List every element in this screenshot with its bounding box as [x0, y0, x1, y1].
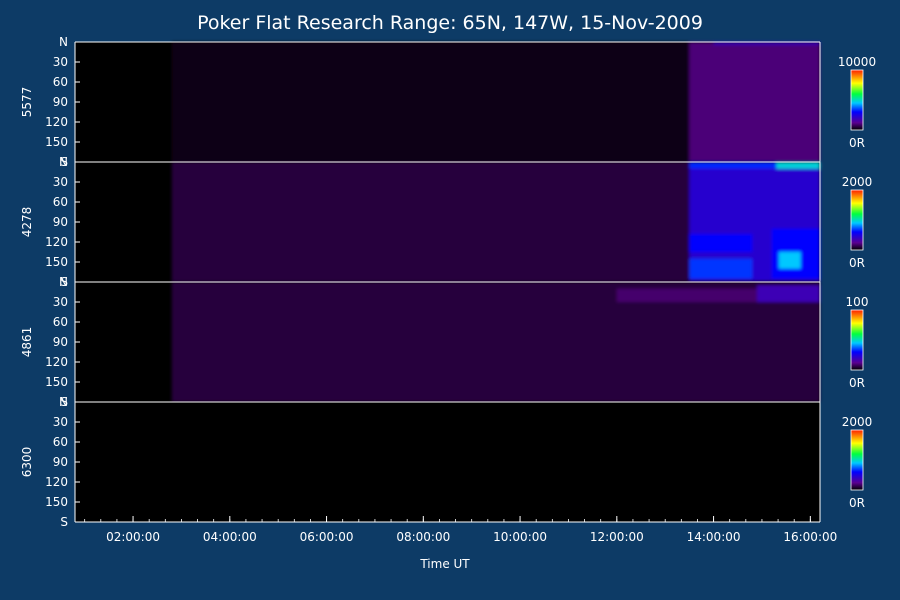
x-tick-label: 10:00:00 [493, 530, 547, 544]
colorbar-gradient [850, 429, 864, 491]
panel-label: 4278 [20, 207, 34, 238]
colorbar-gradient [850, 309, 864, 371]
x-tick-label: 02:00:00 [106, 530, 160, 544]
colorbar-max-label: 100 [846, 295, 869, 309]
y-tick-label: 150 [45, 375, 68, 389]
y-tick-label: 90 [53, 455, 68, 469]
x-tick-label: 14:00:00 [687, 530, 741, 544]
panel-6300: N 30 60 90 120 150 S 6300 2000 0R [20, 395, 872, 529]
intensity-region [171, 162, 690, 282]
intensity-region [689, 42, 820, 162]
colorbar-6300: 2000 0R [842, 415, 873, 510]
intensity-region [757, 285, 820, 302]
y-tick-label: 60 [53, 315, 68, 329]
y-tick-label: 30 [53, 175, 68, 189]
colorbar-min-label: 0R [849, 136, 865, 150]
y-tick-label: 150 [45, 255, 68, 269]
y-tick-label: 30 [53, 55, 68, 69]
y-tick-label: 90 [53, 95, 68, 109]
y-tick-label: N [59, 35, 68, 49]
panel-label: 6300 [20, 447, 34, 478]
y-tick-label: 120 [45, 475, 68, 489]
y-tick-label: S [60, 275, 68, 289]
y-tick-label: S [60, 395, 68, 409]
panel-4278: N 30 60 90 120 150 S 4278 2000 0R [20, 155, 872, 289]
intensity-region [689, 162, 777, 169]
colorbar-max-label: 2000 [842, 415, 873, 429]
colorbar-gradient [850, 189, 864, 251]
panel-label: 5577 [20, 87, 34, 118]
y-tick-label: N [59, 275, 68, 289]
chart-title: Poker Flat Research Range: 65N, 147W, 15… [197, 12, 703, 34]
panel-label: 4861 [20, 327, 34, 358]
colorbar-4861: 100 0R [846, 295, 869, 390]
y-tick-label: S [60, 155, 68, 169]
intensity-region [778, 252, 801, 269]
x-axis: 02:00:00 04:00:00 06:00:00 08:00:00 10:00:00… [84, 516, 837, 544]
x-axis-label: Time UT [419, 557, 470, 571]
x-tick-label: 04:00:00 [203, 530, 257, 544]
y-tick-label: 120 [45, 115, 68, 129]
colorbar-min-label: 0R [849, 496, 865, 510]
x-tick-label: 16:00:00 [783, 530, 837, 544]
colorbar-min-label: 0R [849, 376, 865, 390]
y-tick-label: S [60, 515, 68, 529]
colorbar-min-label: 0R [849, 256, 865, 270]
intensity-region [713, 42, 820, 45]
x-tick-label: 06:00:00 [300, 530, 354, 544]
colorbar-gradient [850, 69, 864, 131]
intensity-region [171, 42, 690, 162]
colorbar-max-label: 2000 [842, 175, 873, 189]
y-tick-label: 30 [53, 415, 68, 429]
y-tick-label: 60 [53, 75, 68, 89]
y-tick-label: N [59, 395, 68, 409]
intensity-region [689, 258, 753, 279]
y-tick-label: 150 [45, 495, 68, 509]
colorbar-4278: 2000 0R [842, 175, 873, 270]
x-tick-label: 08:00:00 [396, 530, 450, 544]
y-tick-label: 60 [53, 195, 68, 209]
y-tick-label: 150 [45, 135, 68, 149]
y-tick-label: 90 [53, 215, 68, 229]
x-tick-label: 12:00:00 [590, 530, 644, 544]
intensity-region [689, 234, 753, 252]
y-tick-label: 120 [45, 235, 68, 249]
intensity-region [776, 162, 820, 169]
y-tick-label: 60 [53, 435, 68, 449]
panel-background [75, 402, 820, 522]
panel-5577: N 30 60 90 120 150 S 5577 10000 0R [20, 35, 876, 169]
y-tick-label: N [59, 155, 68, 169]
panels: N 30 60 90 120 150 S 5577 10000 0R N 30 60 90 120 150 S 4… [20, 35, 876, 529]
y-tick-label: 120 [45, 355, 68, 369]
y-tick-label: 90 [53, 335, 68, 349]
panel-4861: N 30 60 90 120 150 S 4861 100 0R [20, 275, 868, 409]
colorbar-max-label: 10000 [838, 55, 876, 69]
colorbar-5577: 10000 0R [838, 55, 876, 150]
y-tick-label: 30 [53, 295, 68, 309]
